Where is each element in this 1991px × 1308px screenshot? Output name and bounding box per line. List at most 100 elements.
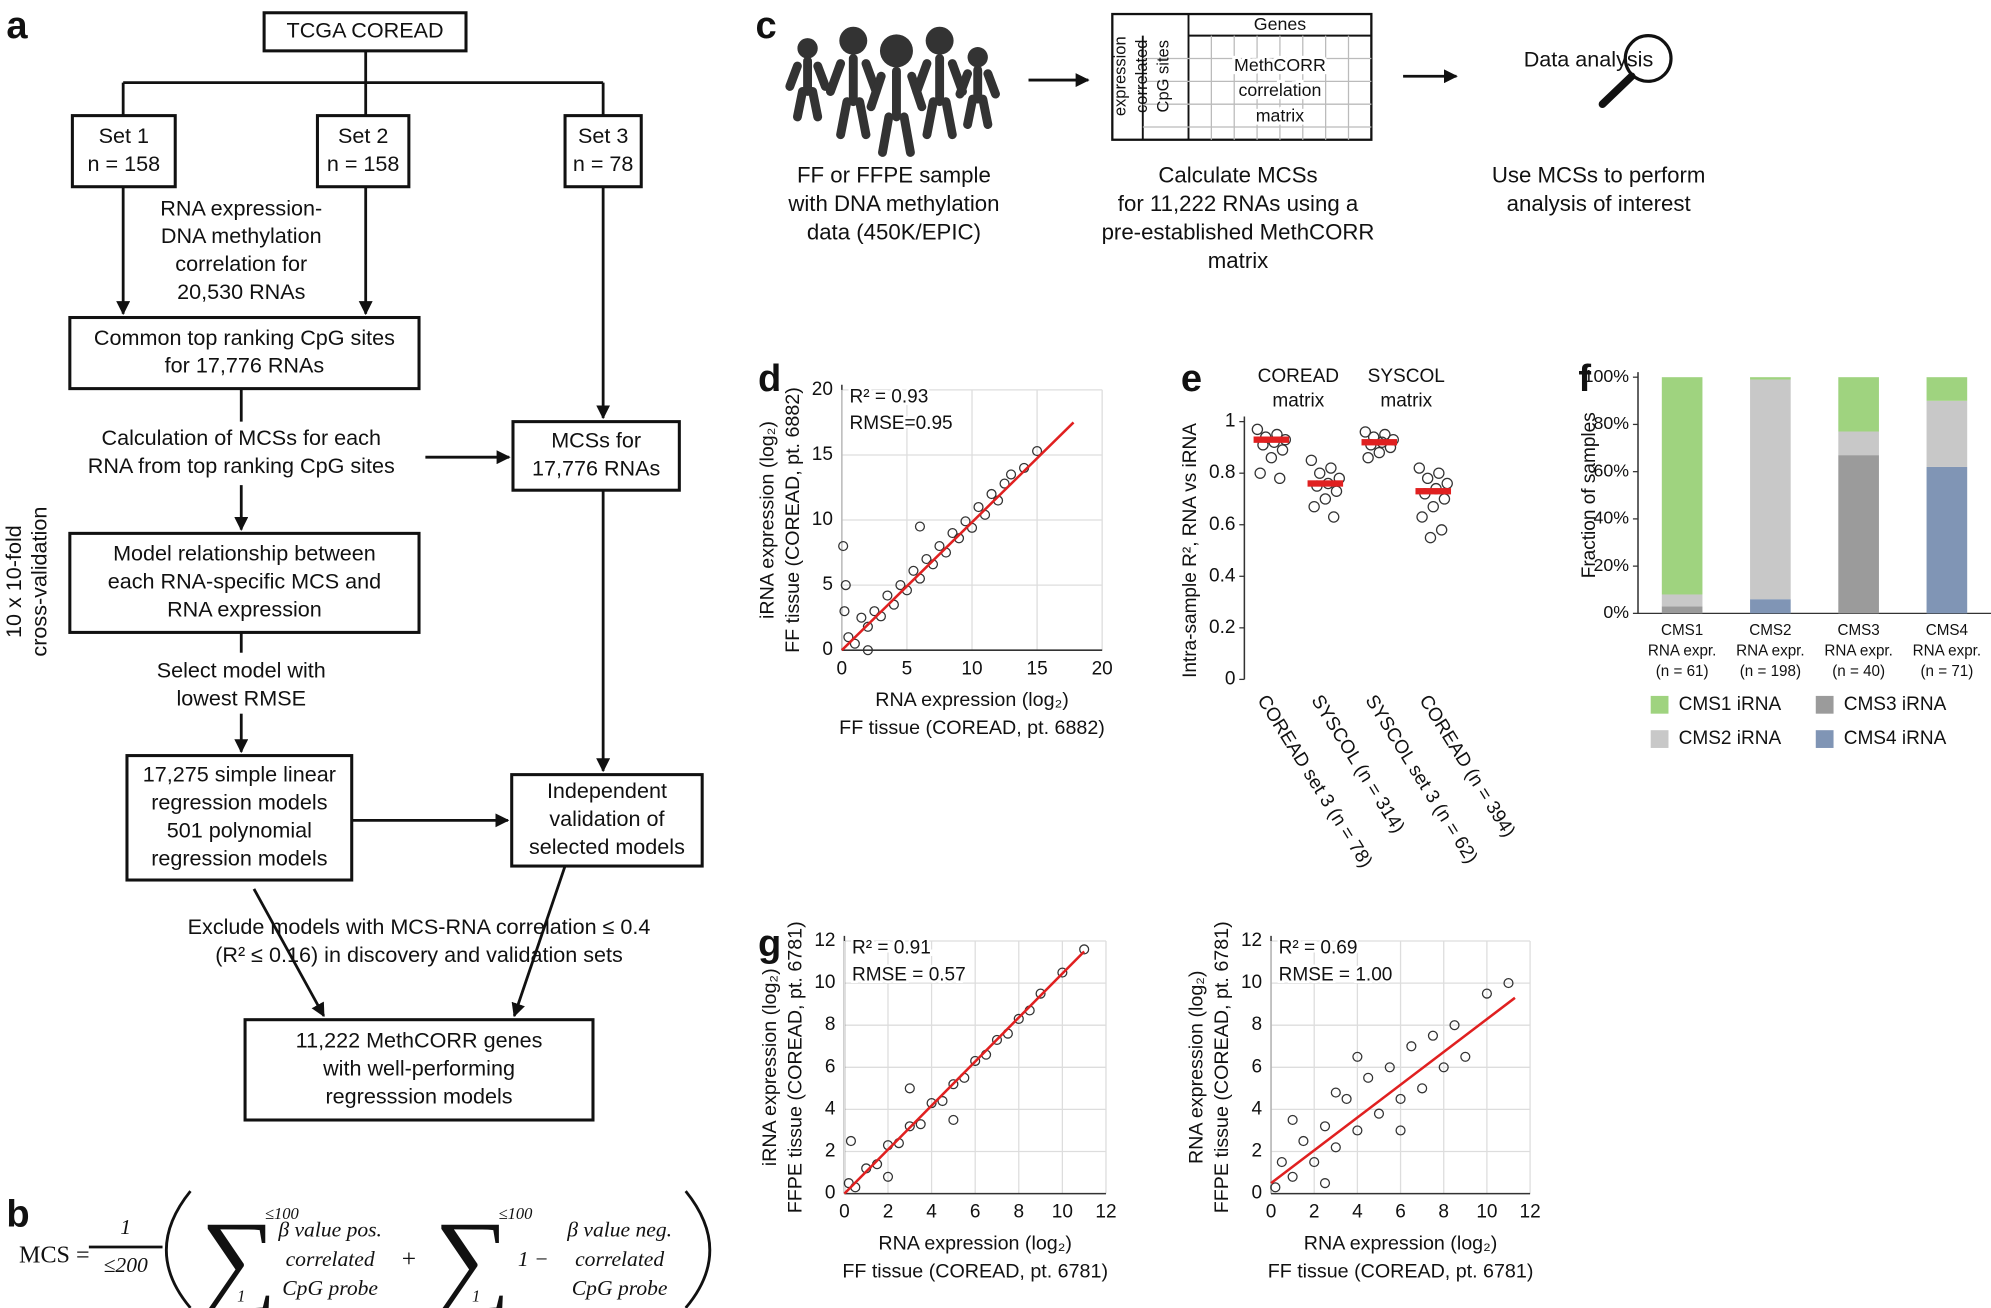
x-tick-sublabel: RNA expr. [1736, 642, 1805, 659]
caption: for 11,222 RNAs using a [1118, 191, 1359, 216]
point [973, 501, 984, 513]
x-tick-label: 2 [883, 1202, 894, 1223]
x-tick-label: CMS3 [1837, 622, 1879, 639]
point [1314, 467, 1326, 479]
point [1395, 1093, 1406, 1104]
y-tick-label: 0.8 [1209, 462, 1235, 483]
point [1319, 493, 1332, 505]
flow-text: regresssion models [325, 1083, 512, 1108]
formula: correlated [286, 1247, 375, 1271]
y-tick-label: 60% [1594, 460, 1630, 480]
bar-segment [1750, 599, 1791, 614]
point [1251, 423, 1264, 436]
flow-text: regression models [151, 845, 328, 870]
y-tick-label: 2 [1252, 1141, 1263, 1162]
point [843, 632, 854, 643]
y-tick-label: 0 [1225, 668, 1236, 689]
legend-swatch [1650, 695, 1669, 714]
point [1298, 1135, 1309, 1147]
formula: 1 [237, 1287, 245, 1306]
x-axis-label: FF tissue (COREAD, pt. 6882) [839, 717, 1105, 739]
flow-box [243, 1018, 595, 1122]
point [862, 621, 873, 632]
point [1276, 444, 1289, 456]
caption: analysis of interest [1507, 191, 1692, 216]
point [1032, 445, 1043, 457]
y-tick-label: 8 [1252, 1014, 1263, 1035]
y-tick-label: 20% [1594, 555, 1630, 575]
point [904, 1121, 915, 1132]
flow-box [125, 754, 354, 882]
x-tick-label: 6 [1395, 1202, 1406, 1223]
y-tick-label: 10 [812, 509, 833, 530]
point [1384, 1062, 1395, 1073]
group-label: matrix [1272, 390, 1324, 411]
point [1352, 1051, 1363, 1062]
flow-box [68, 315, 421, 391]
x-tick-label: COREAD (n = 394) [1415, 691, 1519, 841]
formula: 1 [472, 1287, 480, 1306]
formula: β value neg. [566, 1218, 672, 1242]
y-tick-label: 15 [812, 444, 833, 465]
y-tick-label: 10 [1241, 972, 1262, 993]
point [915, 1119, 926, 1130]
point [1270, 1182, 1281, 1193]
flow-text: 11,222 MethCORR genes [296, 1028, 543, 1053]
bar-segment [1926, 377, 1968, 401]
point [862, 645, 873, 656]
x-axis-label: RNA expression (log₂) [878, 1233, 1072, 1255]
y-tick-label: 20 [812, 379, 833, 400]
flow-box [510, 773, 704, 868]
matrix-side: expression [1112, 36, 1130, 116]
flow-text: Independent [547, 778, 667, 803]
point [1330, 1087, 1341, 1098]
caption: pre-established MethCORR [1102, 220, 1375, 245]
x-tick-label: 0 [839, 1202, 850, 1223]
bar-segment [1750, 379, 1791, 600]
x-tick-label: 0 [837, 658, 848, 679]
point [986, 488, 997, 500]
y-axis-label: iRNA expression (log₂) [756, 421, 778, 619]
point [960, 516, 971, 527]
legend-label: CMS4 iRNA [1844, 728, 1947, 749]
flow-text: 20,530 RNAs [177, 279, 306, 304]
bar-segment [1838, 377, 1879, 432]
flow-text: lowest RMSE [176, 685, 306, 710]
y-tick-label: 100% [1584, 366, 1630, 386]
point [1352, 1125, 1363, 1136]
point [1276, 1156, 1287, 1168]
bar-segment [1926, 400, 1968, 467]
point [838, 540, 849, 552]
point [1265, 452, 1278, 464]
point [840, 580, 851, 591]
paren [164, 1190, 192, 1308]
panel-label: c [756, 5, 777, 47]
x-tick-label: 0 [1266, 1202, 1277, 1223]
y-tick-label: 12 [1241, 930, 1262, 951]
bar-segment [1838, 455, 1879, 614]
point [970, 1055, 981, 1067]
point [1319, 1178, 1331, 1189]
flow-text: Exclude models with MCS-RNA correlation … [188, 914, 651, 939]
matrix-side: correlated [1133, 40, 1151, 113]
bar-segment [1838, 431, 1879, 456]
fit-line [843, 950, 1086, 1195]
formula: CpG probe [282, 1276, 378, 1300]
point [908, 565, 919, 576]
flow-box [315, 114, 411, 189]
y-tick-label: 0 [822, 639, 833, 660]
matrix-header: Genes [1254, 14, 1306, 34]
x-axis-label: FF tissue (COREAD, pt. 6781) [1268, 1261, 1534, 1283]
y-tick-label: 5 [822, 574, 833, 595]
connector [121, 50, 605, 116]
point [991, 1034, 1003, 1046]
flow-text: RNA from top ranking CpG sites [88, 453, 395, 478]
y-tick-label: 1 [1225, 411, 1236, 432]
x-tick-label: 20 [1092, 658, 1113, 679]
y-tick-label: 80% [1594, 413, 1630, 433]
y-tick-label: 6 [825, 1056, 836, 1077]
y-tick-label: 4 [825, 1098, 836, 1119]
flow-text: Model relationship between [113, 541, 376, 566]
median [1361, 439, 1398, 446]
